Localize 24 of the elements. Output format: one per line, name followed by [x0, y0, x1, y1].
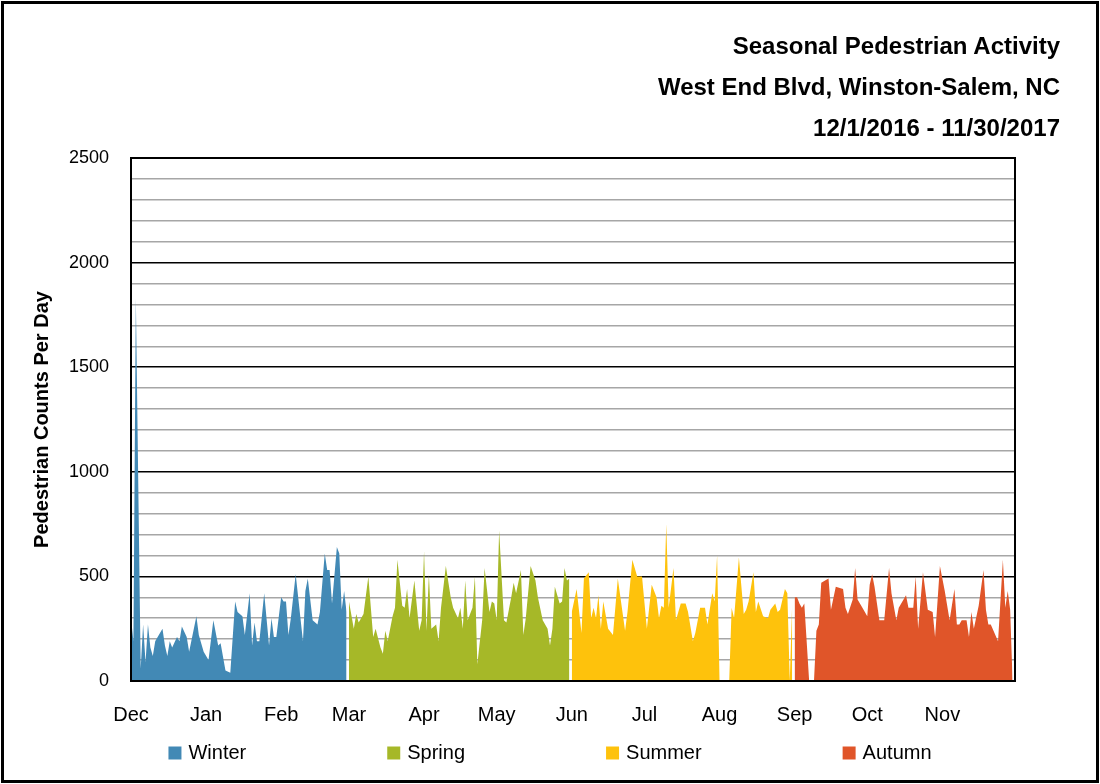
x-tick-label: Apr [408, 702, 440, 725]
x-tick-label: Aug [701, 702, 738, 725]
legend-label: Spring [407, 740, 466, 763]
x-tick-label: Dec [113, 702, 149, 725]
x-tick-label: Feb [263, 702, 299, 725]
x-tick-label: Jun [555, 702, 588, 725]
legend-label: Autumn [862, 740, 932, 763]
x-tick-label: May [477, 702, 516, 725]
y-tick-label: 500 [78, 565, 109, 586]
y-tick-label: 0 [98, 669, 109, 690]
y-tick-label: 1500 [68, 356, 109, 377]
x-tick-label: Sep [776, 702, 813, 725]
x-tick-label: Oct [851, 702, 884, 725]
y-tick-label: 2000 [68, 251, 109, 272]
x-tick-label: Jul [631, 702, 658, 725]
x-tick-label: Nov [924, 702, 961, 725]
y-tick-label: 2500 [68, 146, 109, 167]
x-tick-label: Jan [189, 702, 223, 725]
y-tick-label: 1000 [68, 460, 109, 481]
chart-title: Seasonal Pedestrian Activity West End Blvd, Winston-Salem, NC 12/1/2016 - 11/30/2017 [657, 31, 1060, 143]
legend-label: Winter [188, 740, 247, 763]
y-axis-title: Pedestrian Counts Per Day [29, 290, 52, 548]
x-tick-label: Mar [331, 702, 367, 725]
legend-label: Summer [626, 740, 702, 763]
